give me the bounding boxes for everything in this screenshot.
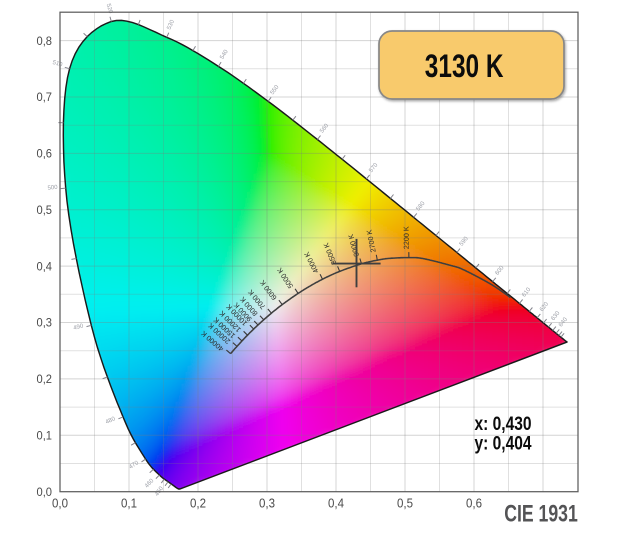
svg-text:510: 510 (52, 60, 64, 69)
svg-text:0,1: 0,1 (121, 495, 137, 510)
svg-text:570: 570 (368, 162, 379, 174)
svg-text:600: 600 (495, 265, 506, 277)
svg-text:550: 550 (270, 84, 281, 96)
svg-text:580: 580 (416, 200, 427, 212)
svg-text:460: 460 (144, 478, 156, 490)
svg-text:520: 520 (105, 3, 114, 15)
svg-text:CIE 1931: CIE 1931 (504, 501, 578, 528)
svg-text:500: 500 (47, 185, 58, 192)
svg-text:0,3: 0,3 (259, 495, 275, 510)
svg-text:490: 490 (73, 323, 85, 331)
svg-text:610: 610 (521, 286, 532, 298)
svg-text:0,1: 0,1 (37, 429, 53, 443)
svg-text:480: 480 (105, 416, 117, 426)
svg-text:560: 560 (319, 122, 330, 134)
svg-text:0,2: 0,2 (190, 495, 206, 510)
svg-text:x: 0,430: x: 0,430 (475, 413, 532, 435)
svg-text:590: 590 (459, 236, 470, 248)
svg-text:540: 540 (219, 48, 230, 60)
svg-text:0,0: 0,0 (37, 485, 53, 499)
svg-text:470: 470 (128, 460, 140, 471)
svg-text:0,7: 0,7 (37, 90, 53, 104)
svg-text:530: 530 (166, 19, 176, 31)
svg-text:2700 K: 2700 K (364, 229, 377, 253)
svg-text:630: 630 (550, 310, 561, 322)
svg-text:0,6: 0,6 (37, 147, 53, 161)
svg-text:0,0: 0,0 (52, 495, 68, 510)
svg-text:0,5: 0,5 (397, 495, 413, 510)
svg-text:0,3: 0,3 (37, 316, 53, 330)
svg-text:0,4: 0,4 (328, 495, 344, 510)
svg-text:3130 K: 3130 K (425, 47, 504, 84)
svg-text:y: 0,404: y: 0,404 (475, 432, 532, 454)
svg-text:0,5: 0,5 (37, 203, 53, 217)
svg-text:0,4: 0,4 (37, 259, 53, 273)
svg-text:0,6: 0,6 (466, 495, 482, 510)
svg-text:620: 620 (539, 301, 550, 313)
svg-text:0,2: 0,2 (37, 372, 53, 386)
svg-text:640: 640 (558, 316, 569, 328)
svg-text:0,8: 0,8 (37, 34, 53, 48)
svg-text:2200 K: 2200 K (402, 226, 411, 249)
